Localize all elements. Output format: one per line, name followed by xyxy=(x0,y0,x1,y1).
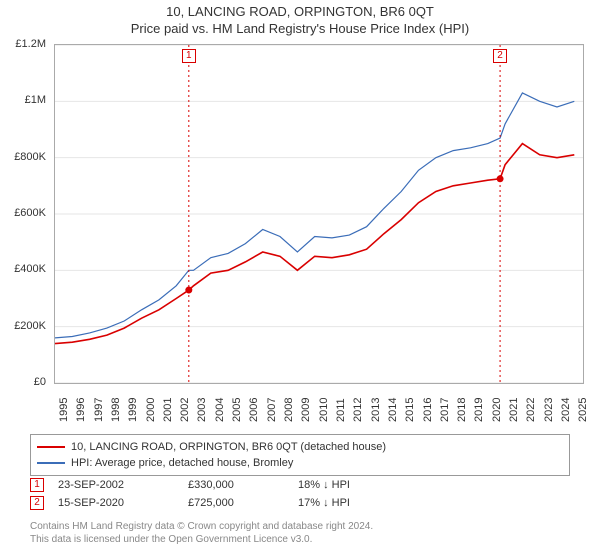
x-tick-label: 2016 xyxy=(422,398,434,422)
legend-row: HPI: Average price, detached house, Brom… xyxy=(37,455,563,471)
x-tick-label: 2002 xyxy=(179,398,191,422)
x-tick-label: 2012 xyxy=(352,398,364,422)
legend-label: 10, LANCING ROAD, ORPINGTON, BR6 0QT (de… xyxy=(71,441,386,453)
x-tick-label: 2023 xyxy=(543,398,555,422)
x-tick-label: 2005 xyxy=(231,398,243,422)
legend-box: 10, LANCING ROAD, ORPINGTON, BR6 0QT (de… xyxy=(30,434,570,476)
x-tick-label: 1995 xyxy=(58,398,70,422)
x-tick-label: 2022 xyxy=(525,398,537,422)
x-tick-label: 2006 xyxy=(248,398,260,422)
x-tick-label: 2010 xyxy=(318,398,330,422)
y-tick-label: £1.2M xyxy=(15,38,46,50)
x-tick-label: 2019 xyxy=(473,398,485,422)
x-tick-label: 2021 xyxy=(508,398,520,422)
table-row: 2 15-SEP-2020 £725,000 17% ↓ HPI xyxy=(30,494,570,512)
x-tick-label: 2025 xyxy=(577,398,589,422)
footer-line: This data is licensed under the Open Gov… xyxy=(30,533,570,546)
y-tick-label: £200K xyxy=(14,320,46,332)
x-tick-label: 2024 xyxy=(560,398,572,422)
tx-diff: 18% ↓ HPI xyxy=(298,479,408,491)
x-tick-label: 2011 xyxy=(335,398,347,422)
y-tick-label: £0 xyxy=(34,376,46,388)
x-tick-label: 2008 xyxy=(283,398,295,422)
x-tick-label: 2004 xyxy=(214,398,226,422)
legend-swatch xyxy=(37,462,65,464)
tx-marker: 1 xyxy=(30,478,44,492)
footer-text: Contains HM Land Registry data © Crown c… xyxy=(30,520,570,546)
chart-svg xyxy=(55,45,583,383)
x-tick-label: 2013 xyxy=(370,398,382,422)
table-row: 1 23-SEP-2002 £330,000 18% ↓ HPI xyxy=(30,476,570,494)
tx-price: £330,000 xyxy=(188,479,298,491)
chart-titles: 10, LANCING ROAD, ORPINGTON, BR6 0QT Pri… xyxy=(0,0,600,36)
legend-swatch xyxy=(37,446,65,448)
tx-date: 23-SEP-2002 xyxy=(58,479,188,491)
x-tick-label: 2014 xyxy=(387,398,399,422)
x-tick-label: 1999 xyxy=(127,398,139,422)
tx-price: £725,000 xyxy=(188,497,298,509)
plot-area: 12 xyxy=(54,44,584,384)
tx-diff: 17% ↓ HPI xyxy=(298,497,408,509)
chart-marker: 2 xyxy=(493,49,507,63)
y-axis-labels: £0£200K£400K£600K£800K£1M£1.2M xyxy=(0,44,50,384)
x-tick-label: 2018 xyxy=(456,398,468,422)
tx-marker: 2 xyxy=(30,496,44,510)
x-tick-label: 2015 xyxy=(404,398,416,422)
x-tick-label: 1998 xyxy=(110,398,122,422)
title-address: 10, LANCING ROAD, ORPINGTON, BR6 0QT xyxy=(0,4,600,19)
x-tick-label: 2000 xyxy=(145,398,157,422)
x-tick-label: 2017 xyxy=(439,398,451,422)
transactions-table: 1 23-SEP-2002 £330,000 18% ↓ HPI 2 15-SE… xyxy=(30,476,570,512)
x-axis-labels: 1995 1996 1997 1998 1999 2000 2001 2002 2003 2004… xyxy=(54,388,584,432)
title-subtitle: Price paid vs. HM Land Registry's House … xyxy=(0,21,600,36)
y-tick-label: £400K xyxy=(14,263,46,275)
legend-label: HPI: Average price, detached house, Brom… xyxy=(71,457,293,469)
y-tick-label: £800K xyxy=(14,151,46,163)
chart-container: { "title_line1": "10, LANCING ROAD, ORPI… xyxy=(0,0,600,560)
x-tick-label: 2007 xyxy=(266,398,278,422)
x-tick-label: 2001 xyxy=(162,398,174,422)
x-tick-label: 2009 xyxy=(300,398,312,422)
y-tick-label: £1M xyxy=(25,94,46,106)
x-tick-label: 2020 xyxy=(491,398,503,422)
chart-marker: 1 xyxy=(182,49,196,63)
legend-row: 10, LANCING ROAD, ORPINGTON, BR6 0QT (de… xyxy=(37,439,563,455)
x-tick-label: 2003 xyxy=(196,398,208,422)
tx-date: 15-SEP-2020 xyxy=(58,497,188,509)
y-tick-label: £600K xyxy=(14,207,46,219)
x-tick-label: 1996 xyxy=(75,398,87,422)
x-tick-label: 1997 xyxy=(93,398,105,422)
footer-line: Contains HM Land Registry data © Crown c… xyxy=(30,520,570,533)
